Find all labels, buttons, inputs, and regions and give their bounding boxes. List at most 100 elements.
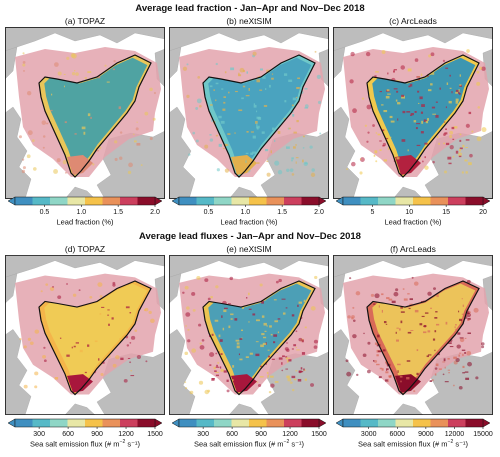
ice-texture-dot [458, 152, 463, 157]
ice-texture-dot [209, 138, 214, 142]
lead-texture-cell [255, 120, 258, 124]
map-d [5, 255, 165, 415]
lead-texture-cell [419, 96, 423, 100]
lead-texture-cell [429, 380, 433, 383]
lead-texture-cell [241, 97, 244, 100]
lead-texture-cell [127, 357, 131, 359]
ice-texture-dot [192, 131, 196, 135]
lead-texture-cell [389, 115, 393, 119]
section-title-flux: Average lead fluxes - Jan–Apr and Nov–De… [139, 231, 361, 242]
lead-texture-cell [431, 136, 434, 139]
lead-texture-cell [288, 127, 291, 130]
ice-texture-dot [191, 292, 196, 296]
ice-texture-dot [100, 373, 104, 377]
colorbar-segment [231, 197, 250, 205]
land-mass [169, 106, 196, 199]
lead-texture-cell [295, 346, 297, 348]
lead-texture-cell [291, 314, 295, 317]
colorbar-frame [342, 418, 484, 428]
lead-texture-cell [286, 146, 290, 149]
lead-texture-cell [464, 159, 468, 162]
map-panel-f: (f) ArcLeads [333, 243, 493, 415]
ice-texture-dot [130, 369, 133, 372]
ice-texture-dot [314, 50, 317, 53]
lead-texture-cell [459, 352, 462, 354]
ice-texture-dot [456, 344, 461, 349]
study-region-outline [38, 54, 152, 178]
ice-texture-dot [313, 345, 318, 349]
ice-texture-dot [458, 386, 463, 390]
ice-texture-dot [311, 168, 315, 172]
ice-texture-dot [428, 54, 432, 58]
ice-texture-dot [289, 381, 293, 384]
lead-texture-cell [119, 338, 121, 340]
ice-texture-dot [351, 315, 355, 319]
ice-texture-dot [22, 63, 26, 67]
ice-texture-dot [452, 384, 455, 387]
lead-texture-cell [374, 342, 378, 345]
lead-texture-cell [291, 104, 294, 107]
lead-texture-cell [220, 120, 225, 124]
land-mass [333, 106, 360, 199]
colorbar-frame [14, 196, 156, 206]
colorbar-extend-high [482, 418, 491, 428]
colorbar-c: 5 10 15 20 Lead fraction (%) [333, 196, 493, 227]
ice-texture-dot [465, 171, 469, 174]
lead-texture-cell [281, 298, 286, 300]
ice-texture-dot [195, 107, 199, 110]
lead-texture-cell [73, 345, 76, 348]
lead-texture-cell [451, 126, 455, 130]
lead-texture-cell [222, 131, 224, 135]
lead-texture-cell [403, 298, 408, 301]
ice-texture-dot [22, 166, 26, 170]
ice-texture-dot [18, 135, 22, 139]
lead-texture-cell [381, 122, 384, 125]
ice-texture-dot [196, 98, 202, 104]
ice-texture-dot [34, 329, 40, 334]
lead-texture-cell [120, 357, 124, 361]
ice-texture-dot [414, 58, 419, 62]
ice-texture-dot [75, 72, 79, 76]
ice-texture-dot [310, 172, 316, 178]
lead-texture-cell [435, 323, 440, 326]
lead-texture-cell [261, 131, 265, 134]
lead-texture-cell [464, 371, 469, 373]
land-mass [169, 273, 182, 304]
lead-texture-cell [402, 110, 406, 114]
lead-texture-cell [427, 354, 432, 356]
ice-texture-dot [444, 170, 447, 174]
ice-texture-dot [152, 117, 156, 121]
lead-texture-cell [268, 355, 271, 358]
lead-texture-cell [424, 312, 429, 314]
colorbar-tick-label: 600 [62, 431, 74, 438]
colorbar-segment [249, 419, 267, 427]
colorbar-segment [85, 419, 103, 427]
lead-texture-cell [455, 89, 460, 93]
lead-texture-cell [391, 300, 396, 304]
lead-texture-cell [256, 319, 260, 322]
lead-texture-cell [253, 104, 257, 108]
colorbar-tick-label: 1.5 [113, 209, 123, 216]
ice-texture-dot [126, 344, 130, 347]
lead-texture-cell [94, 340, 98, 343]
lead-texture-cell [373, 360, 375, 362]
ice-texture-dot [268, 390, 272, 394]
ice-texture-dot [309, 145, 313, 149]
lead-texture-cell [215, 99, 217, 102]
lead-texture-cell [118, 106, 122, 110]
colorbar-segment [266, 197, 285, 205]
lead-texture-cell [262, 76, 266, 79]
lead-texture-cell [399, 375, 403, 378]
land-mass [5, 329, 32, 415]
ice-texture-dot [366, 104, 372, 110]
lead-texture-cell [373, 154, 376, 157]
lead-texture-cell [252, 313, 256, 316]
map-frame [169, 255, 329, 415]
ice-texture-dot [360, 157, 365, 162]
lead-texture-cell [277, 318, 281, 320]
ice-texture-dot [374, 293, 380, 299]
lead-texture-cell [297, 378, 302, 382]
lead-texture-cell [248, 292, 250, 296]
ice-texture-dot [291, 388, 295, 392]
lead-texture-cell [378, 305, 380, 308]
